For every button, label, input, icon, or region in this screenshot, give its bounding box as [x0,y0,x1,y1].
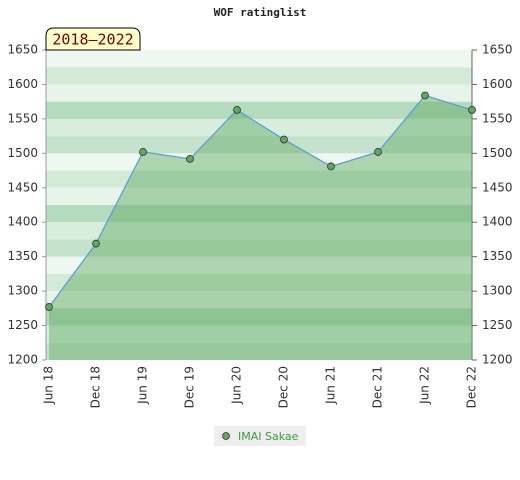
legend-marker [222,432,230,440]
x-tick-label: Jun 18 [42,366,56,405]
point [186,154,194,163]
annotation-box [45,27,141,51]
y-tick-label: 1600 [7,77,38,91]
x-tick-label: Jun 19 [136,366,150,405]
stripe [46,205,472,223]
chart-title: WOF ratinglist [214,6,307,19]
stripe [46,187,472,205]
y-tick-label: 1450 [7,180,38,194]
stripe [46,273,472,292]
stripe [46,50,472,68]
y2-tick-label: 1550 [482,111,513,125]
y2-tick-label: 1250 [482,318,513,332]
point [233,106,241,114]
point [327,162,335,171]
point [374,148,382,156]
legend-label: IMAI Sakae [238,430,299,443]
y-tick-label: 1500 [7,146,38,160]
y2-tick-label: 1400 [482,215,513,229]
point [139,148,147,156]
point [92,239,100,248]
plot [42,49,477,361]
legend-box [214,426,306,446]
x-tick-label: Dec 21 [371,366,385,408]
stripe [46,118,472,137]
point [45,303,53,311]
stripe [46,342,472,360]
x-tick-label: Dec 22 [465,366,479,408]
x-tick-label: Jun 20 [230,366,244,405]
x-tick-label: Dec 18 [89,366,103,408]
y2-tick-label: 1650 [482,43,513,57]
y-tick-label: 1400 [7,215,38,229]
y-tick-label: 1300 [7,284,38,298]
x-tick-label: Jun 21 [324,366,338,405]
x-tick-label: Dec 20 [277,366,291,408]
y2-tick-label: 1350 [482,249,513,263]
stripe [46,67,472,85]
stripe [46,153,472,171]
y2-tick-label: 1500 [482,146,513,160]
x-tick-label: Dec 19 [183,366,197,408]
stripe [46,136,472,154]
annotation: 2018–2022 [52,31,133,49]
stripe [46,170,472,188]
y2-tick-label: 1450 [482,180,513,194]
y2-tick-label: 1300 [482,284,513,298]
stripe [46,325,472,343]
y-tick-label: 1200 [7,353,38,367]
stripe [46,308,472,326]
area [49,95,472,360]
y-tick-label: 1350 [7,249,38,263]
stripe [46,256,472,274]
point [280,135,288,144]
line [48,94,473,308]
x-tick-label: Jun 22 [418,366,432,405]
stripe [46,239,472,257]
y-tick-label: 1250 [7,318,38,332]
y-tick-label: 1650 [7,43,38,57]
background [46,50,472,360]
point [421,91,429,100]
point [468,106,476,114]
stripe [46,84,472,102]
y-tick-label: 1550 [7,111,38,125]
stripe [46,291,472,309]
stripe [46,101,472,119]
y2-tick-label: 1200 [482,353,513,367]
stripe [46,222,472,240]
y2-tick-label: 1600 [482,77,513,91]
